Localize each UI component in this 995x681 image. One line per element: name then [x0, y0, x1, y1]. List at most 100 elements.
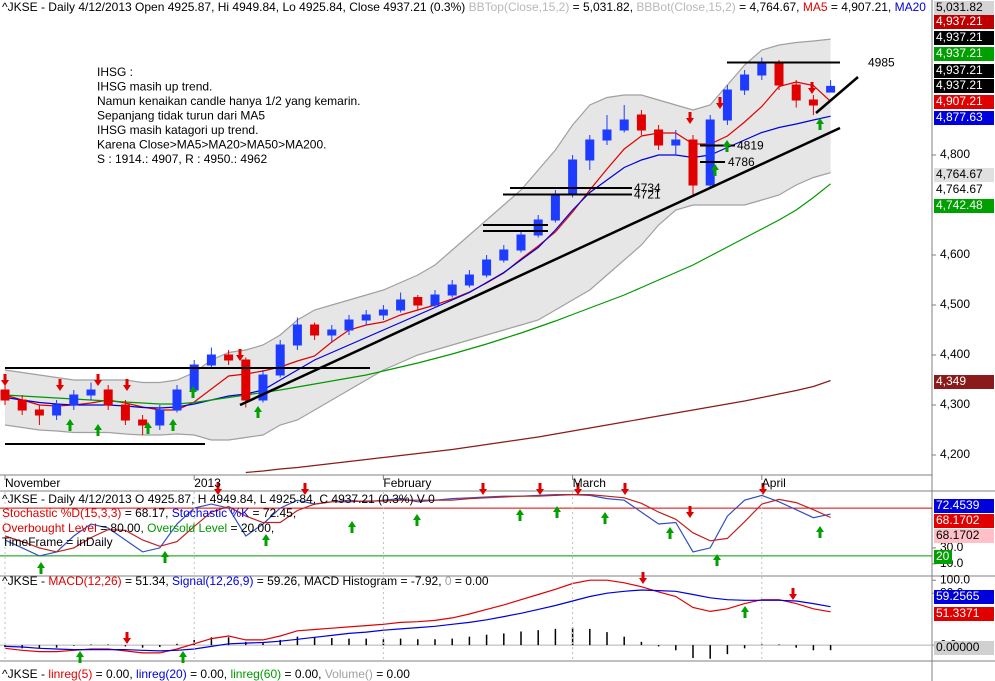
signal-arrow: [621, 483, 629, 495]
candle-body: [258, 374, 268, 401]
text-segment: = 4,764.67,: [736, 0, 803, 14]
candle-body: [430, 294, 440, 306]
value-badge-label: 4,877.63: [936, 110, 983, 124]
value-badge: [934, 31, 994, 45]
candle-body: [705, 119, 715, 186]
value-badge: [934, 1, 994, 15]
signal-arrow: [94, 424, 102, 436]
value-badge-label: 59.2565: [936, 589, 980, 603]
value-badge-label: 72.4539: [936, 498, 980, 512]
value-badge: [934, 590, 994, 604]
text-segment: ^JKSE - Daily 4/12/2013 Open 4925.87, Hi…: [2, 0, 469, 14]
candle-body: [344, 319, 354, 331]
text-segment: ^JKSE -: [2, 574, 48, 588]
candle-body: [568, 159, 578, 196]
annotation: Karena Close>MA5>MA20>MA50>MA200.: [97, 138, 326, 152]
signal-arrow: [144, 422, 152, 434]
candle-body: [172, 389, 182, 411]
candle-body: [722, 89, 732, 121]
stochastic-panel: [0, 494, 932, 557]
signal-arrow: [516, 509, 524, 521]
signal-arrow: [254, 406, 262, 418]
signal-arrow: [639, 572, 647, 584]
text-segment: Oversold Level: [147, 521, 227, 535]
level-label: 4819: [737, 139, 764, 153]
signal-arrow: [686, 506, 694, 518]
candle-body: [619, 119, 629, 131]
candle-body: [550, 194, 560, 221]
y-tick-label: 4,500: [940, 297, 970, 311]
candle-body: [69, 394, 79, 406]
signal-arrow: [789, 588, 797, 600]
candle-body: [17, 399, 27, 411]
candle-body: [757, 62, 767, 76]
candle-body: [34, 409, 44, 416]
signal-arrow: [413, 514, 421, 526]
x-tick-label: 2013: [194, 476, 221, 490]
level-label: 4985: [868, 56, 895, 70]
annotation: S : 1914.: 4907, R : 4950.: 4962: [97, 152, 267, 166]
candle-body: [791, 84, 801, 101]
band-fill: [5, 39, 831, 441]
candle-body: [826, 85, 836, 93]
signal-arrow: [179, 651, 187, 663]
candle-body: [602, 129, 612, 141]
signal-arrow: [666, 527, 674, 539]
price-panel: [0, 38, 836, 474]
level-label: 4734: [634, 181, 661, 195]
candle-body: [292, 324, 302, 346]
value-badge-label: 4,764.67: [936, 182, 983, 196]
signal-arrow: [574, 483, 582, 495]
value-badge: [934, 15, 994, 29]
candle-body: [224, 354, 234, 361]
text-segment: linreg(20): [136, 667, 187, 681]
value-badge: [934, 183, 994, 197]
signal-arrow: [123, 632, 131, 644]
indicator-line: [4, 589, 831, 652]
signal-arrow: [214, 483, 222, 495]
value-badge-label: 51.3371: [936, 606, 980, 620]
value-badge-label: 20: [936, 549, 950, 563]
value-badge: [934, 607, 994, 621]
text-segment: = 0.00,: [92, 667, 136, 681]
candle-body: [310, 324, 320, 336]
text-segment: = 0.00: [452, 574, 489, 588]
text-segment: = 68.17,: [121, 506, 171, 520]
text-segment: BBTop(Close,15,2): [469, 0, 570, 14]
text-segment: = 5,031.82,: [569, 0, 636, 14]
text-segment: linreg(5): [48, 667, 92, 681]
x-tick-label: February: [383, 476, 431, 490]
x-tick-label: April: [762, 476, 786, 490]
value-badge-label: 4,937.21: [936, 46, 983, 60]
value-badge: [934, 47, 994, 61]
signal-arrow: [236, 349, 244, 361]
y-tick-label: 100.0: [940, 572, 970, 586]
text-segment: = -7.92,: [397, 574, 445, 588]
candle-body: [86, 389, 96, 396]
candle-body: [138, 419, 148, 426]
candle-body: [740, 74, 750, 91]
signal-arrow: [711, 164, 719, 176]
text-segment: Volume(): [325, 667, 373, 681]
candle-body: [499, 249, 509, 261]
text-segment: = 0.00,: [187, 667, 231, 681]
indicator-line: [245, 379, 831, 474]
signal-arrow: [686, 112, 694, 124]
indicator-line: [4, 494, 831, 557]
annotation: IHSG :: [97, 65, 133, 79]
value-badge: [934, 168, 994, 182]
drawings: [1, 61, 859, 663]
text-segment: 0: [445, 574, 452, 588]
panel-header: TimeFrame = inDaily: [2, 535, 113, 549]
y-tick-label: 4,800: [940, 147, 970, 161]
value-badge: [934, 529, 994, 543]
value-badge: [934, 111, 994, 125]
candle-body: [413, 297, 423, 306]
footer-text: ^JKSE - linreg(5) = 0.00, linreg(20) = 0…: [2, 667, 410, 681]
signal-arrow: [66, 419, 74, 431]
candle-body: [774, 62, 784, 86]
annotation: IHSG masih up trend.: [97, 80, 212, 94]
candle-body: [654, 129, 664, 146]
candle-body: [327, 329, 337, 336]
